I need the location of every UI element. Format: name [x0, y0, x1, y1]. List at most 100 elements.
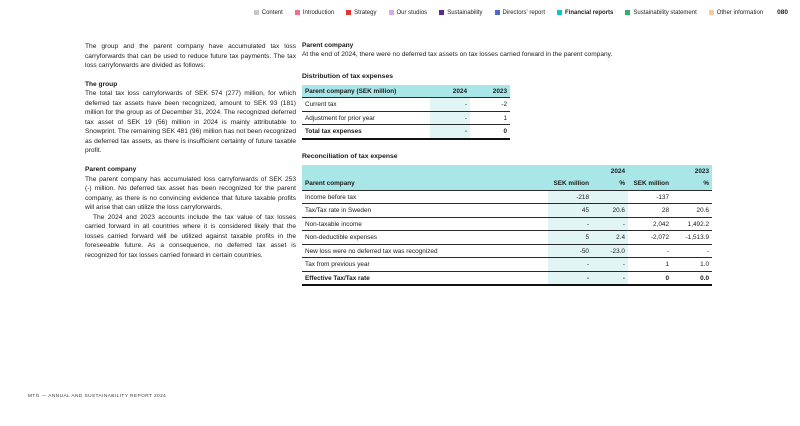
nav-item-sustainability-statement[interactable]: Sustainability statement [625, 10, 697, 16]
table-header-row: Parent company (SEK million) 2024 2023 [302, 84, 510, 99]
nav-item-other-information[interactable]: Other information [708, 10, 763, 16]
column-header-sek-2024: SEK million [548, 177, 592, 191]
cell-pct-2023: -1,513.9 [672, 230, 712, 245]
group-heading: The group [85, 80, 118, 88]
cell-pct-2024: 20.6 [592, 203, 628, 218]
row-label: Non-taxable income [302, 217, 548, 232]
nav-item-our-studios[interactable]: Our studios [388, 9, 428, 16]
column-header-2024: 2024 [430, 84, 470, 99]
nav-item-label: Introduction [302, 9, 335, 16]
section-nav-items: Content Introduction Strategy Our studios Su… [253, 9, 763, 16]
cell-pct-2024: -23.0 [592, 244, 628, 259]
cell-sek-2024: 45 [548, 203, 592, 218]
cell-sek-2023: 1 [628, 257, 672, 272]
table-row: Tax from previous year - -1 1.0 [302, 257, 712, 272]
cell-pct-2024 [592, 190, 628, 205]
table-header-row: Parent company SEK million % SEK million… [302, 177, 712, 191]
column-header: Parent company (SEK million) [302, 84, 430, 99]
nav-item-label: Our studios [396, 9, 428, 16]
cell-2024: - [430, 111, 470, 126]
cell-2023: 1 [470, 111, 510, 126]
table-row: Income before tax -218 -137 [302, 190, 712, 205]
group-paragraph: The total tax loss carryforwards of SEK … [85, 90, 296, 155]
nav-color-swatch-icon [253, 10, 259, 15]
nav-color-swatch-icon [557, 10, 563, 15]
cell-pct-2023 [672, 190, 712, 205]
cell-sek-2023: -137 [628, 190, 672, 205]
cell-sek-2023: 2,042 [628, 217, 672, 232]
nav-item-content[interactable]: Content [253, 9, 283, 16]
cell-2024: - [430, 97, 470, 112]
cell-pct-2024: - [592, 271, 628, 287]
table-row: Tax/Tax rate in Sweden 45 20.6 28 20.6 [302, 203, 712, 218]
column-header-sek-2023: SEK million [628, 177, 672, 191]
row-label: Adjustment for prior year [302, 111, 430, 126]
column-header-label: Parent company [302, 177, 548, 191]
table-year-header-row: 2024 2023 [302, 164, 712, 178]
report-footer: MTG — ANNUAL AND SUSTAINABILITY REPORT 2… [28, 394, 167, 399]
parent-company-paragraph-2: The 2024 and 2023 accounts include the t… [85, 213, 296, 259]
cell-pct-2024: 2.4 [592, 230, 628, 245]
section-nav: Content Introduction Strategy Our studios Su… [253, 9, 788, 16]
nav-item-label: Directors' report [502, 9, 546, 16]
cell-sek-2023: -2,072 [628, 230, 672, 245]
cell-sek-2024: 5 [548, 230, 592, 245]
cell-pct-2023: 1.0 [672, 257, 712, 272]
year-header-2024: 2024 [610, 167, 625, 175]
nav-item-label: Financial reports [565, 9, 614, 16]
row-label: Effective Tax/Tax rate [302, 271, 548, 287]
row-label: Tax from previous year [302, 257, 548, 272]
row-label: Current tax [302, 97, 430, 112]
parent-company-heading-left: Parent company [85, 166, 137, 174]
nav-color-swatch-icon [439, 10, 445, 15]
column-header-2023: 2023 [470, 84, 510, 99]
table-row: Total tax expenses -0 [302, 124, 510, 140]
nav-color-swatch-icon [708, 10, 714, 15]
right-column: Parent company At the end of 2024, there… [302, 42, 712, 287]
spacer-cell [302, 165, 548, 178]
cell-pct-2023: 20.6 [672, 203, 712, 218]
cell-pct-2023: 0.0 [672, 271, 712, 287]
left-text-column: The group and the parent company have ac… [85, 42, 296, 260]
nav-color-swatch-icon [294, 10, 300, 15]
table-row: Current tax - -2 [302, 97, 510, 112]
table-row: New loss were no deferred tax was recogn… [302, 244, 712, 259]
parent-company-paragraph-1: The parent company has accumulated loss … [85, 175, 296, 212]
table-row: Effective Tax/Tax rate - -0 0.0 [302, 271, 712, 287]
cell-pct-2023: 1,492.2 [672, 217, 712, 232]
intro-paragraph: The group and the parent company have ac… [85, 43, 296, 70]
nav-color-swatch-icon [388, 10, 394, 15]
row-label: New loss were no deferred tax was recogn… [302, 244, 548, 259]
nav-item-strategy[interactable]: Strategy [346, 9, 377, 16]
reconciliation-of-tax-expense-table: 2024 2023 Parent company SEK million % S… [302, 164, 712, 287]
cell-sek-2024: -50 [548, 244, 592, 259]
cell-sek-2024: - [548, 217, 592, 232]
nav-item-label: Strategy [354, 9, 377, 16]
nav-item-label: Content [261, 9, 283, 16]
table-row: Adjustment for prior year -1 [302, 111, 510, 126]
cell-pct-2024: - [592, 217, 628, 232]
cell-2023: 0 [470, 124, 510, 140]
nav-item-sustainability[interactable]: Sustainability [439, 10, 483, 16]
nav-item-directors-report[interactable]: Directors' report [494, 9, 546, 16]
page-number: 080 [777, 9, 788, 16]
row-label: Total tax expenses [302, 124, 430, 140]
column-header-pct-2023: % [672, 177, 712, 191]
cell-pct-2024: - [592, 257, 628, 272]
nav-item-financial-reports[interactable]: Financial reports [557, 10, 613, 16]
table-row: Non-deductible expenses 5 2.4 -2,072 -1,513.… [302, 230, 712, 245]
cell-sek-2024: -218 [548, 190, 592, 205]
cell-pct-2023: - [672, 244, 712, 259]
nav-item-introduction[interactable]: Introduction [294, 9, 335, 16]
cell-sek-2024: - [548, 257, 592, 272]
cell-sek-2024: - [548, 271, 592, 287]
year-header-2023: 2023 [694, 167, 709, 175]
row-label: Non-deductible expenses [302, 230, 548, 245]
cell-sek-2023: - [628, 244, 672, 259]
nav-color-swatch-icon [346, 10, 352, 15]
cell-2023: -2 [470, 97, 510, 112]
distribution-table-title: Distribution of tax expenses [302, 72, 394, 80]
row-label: Tax/Tax rate in Sweden [302, 203, 548, 218]
parent-company-heading-right: Parent company [302, 42, 354, 49]
cell-sek-2023: 0 [628, 271, 672, 287]
